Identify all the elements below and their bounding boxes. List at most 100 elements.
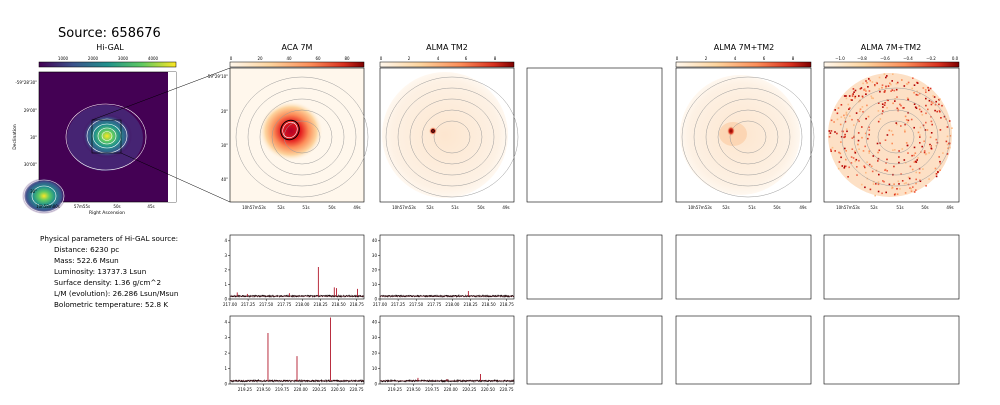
noise-speckle xyxy=(884,90,886,92)
noise-speckle xyxy=(885,76,887,79)
noise-speckle xyxy=(898,150,900,152)
spectrum-ytick-label: 0 xyxy=(374,296,377,301)
spectrum-xtick-label: 220.25 xyxy=(462,387,476,392)
noise-xticks: 10h57m53s 52s 51s 50s 49s xyxy=(836,205,953,210)
noise-speckle xyxy=(863,89,866,91)
noise-speckle xyxy=(845,95,847,97)
noise-speckle xyxy=(890,130,893,132)
noise-speckle xyxy=(918,108,921,111)
noise-speckle xyxy=(918,172,921,174)
noise-speckle xyxy=(883,91,886,93)
params-heading: Physical parameters of Hi-GAL source: xyxy=(40,234,179,243)
noise-speckle xyxy=(845,111,848,114)
noise-speckle xyxy=(868,78,870,80)
aca7m-xtick: 50s xyxy=(328,205,335,210)
noise-speckle xyxy=(836,112,839,115)
noise-speckle xyxy=(845,128,848,130)
noise-speckle xyxy=(851,95,854,97)
noise-speckle xyxy=(931,123,933,126)
noise-cbar-tick: −0.4 xyxy=(903,56,913,61)
noise-speckle xyxy=(858,120,860,123)
noise-speckle xyxy=(852,157,855,159)
higal-panel: Hi-GAL 1000 2000 3000 4000 -59°28'30" 29… xyxy=(12,43,231,216)
spectrum-xtick-label: 218.50 xyxy=(332,302,346,307)
spectrum-xtick-label: 217.75 xyxy=(427,302,441,307)
noise-speckle xyxy=(867,86,869,88)
noise-speckle xyxy=(893,193,896,196)
spectrum-ytick-label: 2 xyxy=(224,350,227,355)
noise-speckle xyxy=(870,95,873,98)
noise-speckle xyxy=(937,171,939,173)
combined-cbar-tick: 8 xyxy=(792,56,795,61)
noise-speckle xyxy=(900,173,902,175)
noise-speckle xyxy=(896,107,899,110)
noise-speckle xyxy=(848,166,850,169)
aca7m-colorbar-ticks: 0 20 40 60 80 xyxy=(230,56,350,61)
tm2-title: ALMA TM2 xyxy=(426,43,468,52)
noise-speckle xyxy=(901,180,904,182)
noise-speckle xyxy=(913,84,916,86)
spectrum-aca7m-lower: 0 1 2 3 4 219.25 219.50 219.75 220.00 220.25 220.5… xyxy=(224,315,365,392)
param-bolometric-temperature: Bolometric temperature: 52.8 K xyxy=(54,300,169,309)
noise-speckle xyxy=(887,99,889,102)
noise-speckle xyxy=(915,93,918,96)
noise-speckle xyxy=(865,90,867,92)
noise-speckle xyxy=(906,121,909,124)
higal-xlabel: Right Ascension xyxy=(89,210,125,216)
noise-speckle xyxy=(923,140,925,143)
noise-speckle xyxy=(850,156,853,158)
noise-speckle xyxy=(874,194,876,197)
aca7m-panel: ACA 7M 0 20 40 60 80 -59°29'10" 20" 30" … xyxy=(206,43,369,210)
spectrum-frame xyxy=(229,234,365,300)
noise-speckle xyxy=(913,103,916,105)
higal-blank-edge xyxy=(168,72,176,202)
noise-speckle xyxy=(910,187,912,190)
noise-speckle xyxy=(919,180,922,182)
noise-speckle xyxy=(907,152,909,154)
noise-speckle xyxy=(893,165,895,168)
noise-speckle xyxy=(886,107,888,109)
noise-speckle xyxy=(899,188,901,190)
noise-speckle xyxy=(935,145,938,147)
noise-speckle xyxy=(886,170,888,172)
noise-speckle xyxy=(925,153,928,155)
higal-zoom-box xyxy=(91,119,122,154)
noise-speckle xyxy=(869,188,872,191)
noise-speckle xyxy=(917,157,919,159)
spectrum-xtick-label: 219.50 xyxy=(257,387,271,392)
noise-speckle xyxy=(879,142,881,144)
tm2-xtick: 52s xyxy=(426,205,433,210)
spectrum-ytick-label: 0 xyxy=(224,296,227,301)
noise-speckle xyxy=(908,177,911,180)
tm2-cbar-tick: 0 xyxy=(380,56,383,61)
noise-speckle xyxy=(851,148,854,150)
noise-speckle xyxy=(913,161,916,163)
higal-cbar-tick: 3000 xyxy=(118,56,129,61)
noise-speckle xyxy=(938,103,940,106)
noise-speckle xyxy=(911,87,913,90)
higal-xtick: 45s xyxy=(147,204,154,209)
noise-speckle xyxy=(872,155,875,157)
higal-ytick: 30" xyxy=(30,189,37,194)
spectrum-xtick-label: 217.50 xyxy=(259,302,273,307)
noise-speckle xyxy=(862,150,865,152)
noise-speckle xyxy=(884,169,886,171)
noise-speckle xyxy=(830,119,833,122)
higal-colorbar xyxy=(38,61,177,68)
noise-speckle xyxy=(921,145,923,148)
higal-source-blob xyxy=(82,114,132,158)
aca7m-ytick: 20" xyxy=(221,109,228,114)
noise-speckle xyxy=(923,151,926,154)
noise-speckle xyxy=(867,137,869,140)
spectrum-xtick-label: 218.00 xyxy=(445,302,459,307)
noise-speckle xyxy=(907,98,910,101)
noise-speckle xyxy=(935,175,938,178)
noise-speckle xyxy=(849,107,851,109)
noise-speckle xyxy=(945,140,948,143)
noise-speckle xyxy=(884,102,886,104)
noise-speckle xyxy=(857,119,859,121)
noise-speckle xyxy=(905,182,907,184)
higal-cbar-tick: 1000 xyxy=(58,56,69,61)
noise-speckle xyxy=(843,136,845,139)
combined-xtick: 51s xyxy=(748,205,755,210)
